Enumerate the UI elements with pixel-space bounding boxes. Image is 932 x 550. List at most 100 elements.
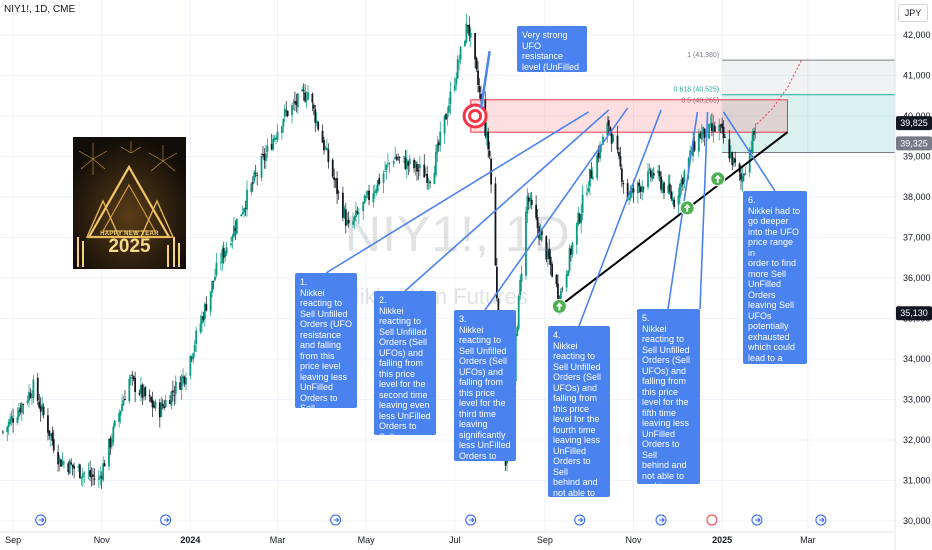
event-arrow-icon xyxy=(333,517,340,523)
candle-body xyxy=(173,394,176,396)
candle-body xyxy=(241,212,244,215)
candle-body xyxy=(407,161,410,166)
candle-body xyxy=(31,397,33,399)
candle-body xyxy=(413,160,415,169)
currency-badge[interactable]: JPY xyxy=(898,4,928,22)
price-tag-bg xyxy=(896,306,932,321)
candle-body xyxy=(291,105,293,116)
candle-body xyxy=(141,384,144,398)
candle-body xyxy=(61,461,64,466)
candle-body xyxy=(128,378,131,402)
candle-body xyxy=(153,405,155,408)
candle-body xyxy=(455,78,458,85)
candle-body xyxy=(110,440,113,446)
candle-body xyxy=(26,400,29,403)
candle-body xyxy=(434,151,437,175)
x-tick-label: Nov xyxy=(625,535,642,545)
candle-body xyxy=(586,192,588,195)
candle-body xyxy=(185,377,187,385)
candle-body xyxy=(443,115,446,134)
candle-body xyxy=(376,180,379,191)
candle-body xyxy=(58,457,61,463)
candle-body xyxy=(302,90,305,92)
candle-body xyxy=(647,171,649,188)
candle-body xyxy=(458,61,461,62)
candle-body xyxy=(221,249,224,263)
candle-body xyxy=(334,179,337,181)
candle-body xyxy=(433,172,436,185)
candle-body xyxy=(403,156,405,158)
candle-body xyxy=(485,131,488,138)
candle-body xyxy=(230,243,232,246)
candle-body xyxy=(711,123,713,131)
candle-body xyxy=(753,131,755,135)
resistance-zone xyxy=(470,99,788,133)
candle-body xyxy=(311,93,314,103)
candle-body xyxy=(347,219,350,224)
candle-body xyxy=(321,130,324,143)
candle-body xyxy=(333,176,336,181)
y-tick-label: 38,000 xyxy=(903,192,931,202)
candle-body xyxy=(203,303,206,320)
candle-body xyxy=(119,411,122,416)
y-tick-label: 33,000 xyxy=(903,395,931,405)
candle-body xyxy=(154,401,157,409)
candle-body xyxy=(301,89,304,92)
candle-body xyxy=(233,225,235,237)
candle-body xyxy=(548,248,551,259)
candle-body xyxy=(575,222,578,245)
x-tick-label: Mar xyxy=(800,535,816,545)
candle-body xyxy=(161,403,164,407)
candle-body xyxy=(392,161,395,164)
candle-body xyxy=(282,118,285,127)
candle-body xyxy=(314,109,317,123)
candle-body xyxy=(68,460,71,474)
y-tick-label: 42,000 xyxy=(903,30,931,40)
candle-body xyxy=(254,173,257,175)
candle-body xyxy=(744,173,747,175)
candle-body xyxy=(459,46,462,60)
candle-body xyxy=(108,438,110,467)
candle-body xyxy=(57,452,60,465)
y-tick-label: 34,000 xyxy=(903,354,931,364)
event-arrow-icon xyxy=(163,517,170,523)
candle-body xyxy=(384,170,386,172)
candle-body xyxy=(385,164,388,171)
candle-body xyxy=(638,182,641,187)
candle-body xyxy=(477,70,479,86)
symbol-title[interactable]: NIY1!, 1D, CME xyxy=(4,4,76,15)
candle-body xyxy=(256,175,259,176)
candle-body xyxy=(722,126,725,139)
thumbnail-year: 2025 xyxy=(108,236,151,257)
candle-body xyxy=(193,345,196,352)
candle-body xyxy=(89,470,91,477)
candle-body xyxy=(639,187,642,192)
candle-body xyxy=(304,92,307,102)
candle-body xyxy=(317,122,320,130)
candle-body xyxy=(632,188,635,193)
candle-body xyxy=(660,176,662,190)
candle-body xyxy=(275,137,277,140)
candle-body xyxy=(429,181,431,184)
candle-body xyxy=(2,431,4,433)
candle-body xyxy=(262,153,264,156)
time-axis: Sep Nov 2024 Mar May Jul Sep Nov 2025 Mar xyxy=(0,531,895,545)
candle-body xyxy=(658,171,661,177)
candle-body xyxy=(539,231,542,241)
candle-body xyxy=(416,164,418,172)
candle-body xyxy=(36,377,39,401)
candle-body xyxy=(718,124,721,132)
grid xyxy=(0,0,895,532)
candle-body xyxy=(276,131,279,140)
y-tick-label: 32,000 xyxy=(903,435,931,445)
candle-body xyxy=(296,93,299,108)
candle-body xyxy=(32,379,35,399)
candle-body xyxy=(373,191,376,193)
candle-body xyxy=(465,23,468,43)
candle-body xyxy=(324,148,327,149)
candle-body xyxy=(418,164,421,169)
candle-body xyxy=(628,198,631,200)
candle-body xyxy=(180,377,183,391)
candle-body xyxy=(102,463,105,481)
candle-body xyxy=(387,162,389,164)
